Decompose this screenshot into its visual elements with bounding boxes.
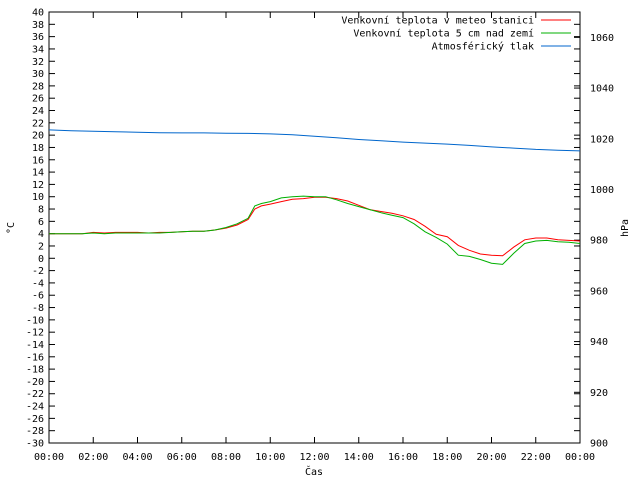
x-tick-label: 22:00 xyxy=(521,452,551,463)
x-tick-label: 04:00 xyxy=(122,452,152,463)
series-line-2 xyxy=(49,195,581,265)
x-tick-label: 00:00 xyxy=(34,452,64,463)
y-left-tick-label: 38 xyxy=(32,20,44,31)
x-axis: 00:00 02:00 04:00 06:00 08:00 10:00 12:00 14:00… xyxy=(34,12,595,463)
x-tick-label: 18:00 xyxy=(432,452,462,463)
y-left-tick-label: 12 xyxy=(32,180,44,191)
y-left-tick-label: 10 xyxy=(32,192,44,203)
x-tick-label: 20:00 xyxy=(476,452,506,463)
y-left-tick-label: -14 xyxy=(26,340,44,351)
x-tick-label: 12:00 xyxy=(299,452,329,463)
y-left-tick-label: 28 xyxy=(32,81,44,92)
series-line-1 xyxy=(49,196,581,257)
y-left-tick-label: -18 xyxy=(26,365,44,376)
y-left-tick-label: 8 xyxy=(38,205,44,216)
y-right-tick-label: 1020 xyxy=(590,134,614,145)
y-left-tick-label: 6 xyxy=(38,217,44,228)
x-tick-label: 08:00 xyxy=(211,452,241,463)
y-right-tick-label: 940 xyxy=(590,337,608,348)
y-left-tick-label: 18 xyxy=(32,143,44,154)
x-tick-label: 16:00 xyxy=(388,452,418,463)
y-left-tick-label: 26 xyxy=(32,94,44,105)
y-left-tick-label: -28 xyxy=(26,426,44,437)
x-tick-label: 06:00 xyxy=(167,452,197,463)
y-right-tick-label: 900 xyxy=(590,439,608,450)
y-right-tick-label: 920 xyxy=(590,388,608,399)
y-right-tick-label: 1060 xyxy=(590,33,614,44)
legend-label: Venkovní teplota v meteo stanici xyxy=(341,15,534,27)
legend-label: Atmosférický tlak xyxy=(432,41,534,53)
right-axis: 1060 1040 1020 1000 980 960 940 920 900 xyxy=(574,33,614,450)
y-left-tick-label: 40 xyxy=(32,8,44,19)
left-axis-label: °C xyxy=(6,222,17,234)
y-left-tick-label: 32 xyxy=(32,57,44,68)
legend-label: Venkovní teplota 5 cm nad zemí xyxy=(353,28,534,40)
legend: Venkovní teplota v meteo staniciVenkovní… xyxy=(341,15,571,53)
y-left-tick-label: 0 xyxy=(38,254,44,265)
y-right-tick-label: 1000 xyxy=(590,185,614,196)
y-left-tick-label: 24 xyxy=(32,106,44,117)
y-right-tick-label: 1040 xyxy=(590,84,614,95)
x-tick-label: 10:00 xyxy=(255,452,285,463)
y-left-tick-label: 30 xyxy=(32,69,44,80)
y-left-tick-label: 4 xyxy=(38,229,44,240)
y-left-tick-label: 14 xyxy=(32,168,44,179)
y-left-tick-label: -26 xyxy=(26,414,44,425)
y-left-tick-label: -24 xyxy=(26,402,44,413)
y-left-tick-label: 34 xyxy=(32,44,44,55)
y-left-tick-label: -10 xyxy=(26,315,44,326)
y-left-tick-label: -2 xyxy=(32,266,44,277)
y-left-tick-label: 36 xyxy=(32,32,44,43)
y-left-tick-label: -20 xyxy=(26,377,44,388)
series-lines xyxy=(48,129,581,265)
x-tick-label: 14:00 xyxy=(344,452,374,463)
y-left-tick-label: -16 xyxy=(26,352,44,363)
y-left-tick-label: -8 xyxy=(32,303,44,314)
y-left-tick-label: -4 xyxy=(32,278,44,289)
x-tick-label: 00:00 xyxy=(565,452,595,463)
y-left-tick-label: 22 xyxy=(32,118,44,129)
y-left-tick-label: -12 xyxy=(26,328,44,339)
y-left-tick-label: 16 xyxy=(32,155,44,166)
y-left-tick-label: 2 xyxy=(38,241,44,252)
right-axis-label: hPa xyxy=(620,219,631,237)
y-left-tick-label: 20 xyxy=(32,131,44,142)
y-left-tick-label: -6 xyxy=(32,291,44,302)
y-left-tick-label: -22 xyxy=(26,389,44,400)
plot-area-frame xyxy=(48,11,581,444)
y-left-tick-label: -30 xyxy=(26,439,44,450)
y-right-tick-label: 960 xyxy=(590,286,608,297)
left-axis: 4038363432302826242220181614121086420-2-… xyxy=(26,8,580,450)
series-line-3 xyxy=(48,129,581,152)
x-tick-label: 02:00 xyxy=(78,452,108,463)
y-right-tick-label: 980 xyxy=(590,236,608,247)
x-axis-label: Čas xyxy=(305,465,323,478)
